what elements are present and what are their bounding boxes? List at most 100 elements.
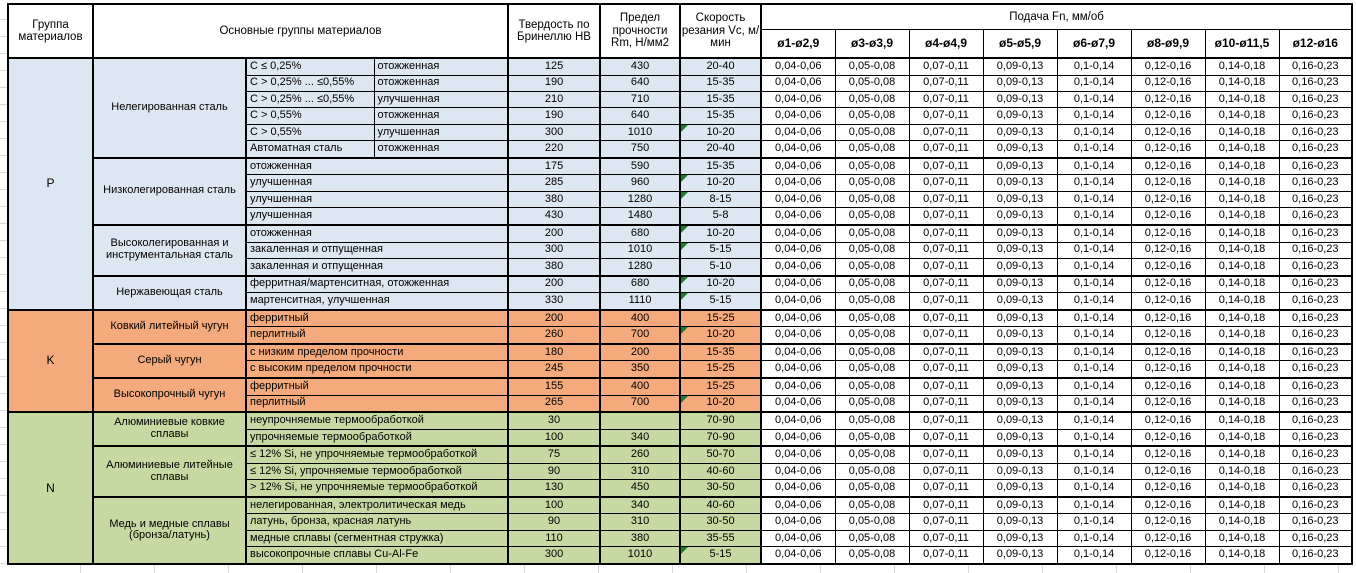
cell-feed[interactable]: 0,12-0,16 bbox=[1130, 546, 1206, 565]
cell-feed[interactable]: 0,04-0,06 bbox=[760, 257, 836, 277]
cell-hardness[interactable]: 200 bbox=[507, 308, 601, 328]
cell-feed[interactable]: 0,04-0,06 bbox=[760, 411, 836, 430]
cell-feed[interactable]: 0,04-0,06 bbox=[760, 462, 836, 481]
cell-material-group[interactable]: Ковкий литейный чугун bbox=[92, 308, 247, 345]
cell-feed[interactable]: 0,05-0,08 bbox=[834, 123, 910, 142]
cell-material-desc[interactable]: перлитный bbox=[244, 394, 509, 413]
cell-speed[interactable]: 70-90 bbox=[679, 428, 762, 447]
cell-material-desc[interactable]: нелегированная, электролитическая медь bbox=[244, 495, 509, 515]
cell-speed[interactable]: 15-35 bbox=[679, 156, 762, 176]
cell-feed[interactable]: 0,05-0,08 bbox=[834, 479, 910, 498]
cell-feed[interactable]: 0,09-0,13 bbox=[982, 107, 1058, 125]
cell-feed[interactable]: 0,16-0,23 bbox=[1278, 479, 1353, 498]
cell-feed[interactable]: 0,04-0,06 bbox=[760, 479, 836, 498]
cell-feed[interactable]: 0,14-0,18 bbox=[1204, 140, 1280, 159]
cell-feed[interactable]: 0,1-0,14 bbox=[1056, 326, 1132, 345]
cell-feed[interactable]: 0,07-0,11 bbox=[908, 428, 984, 447]
cell-feed[interactable]: 0,14-0,18 bbox=[1204, 513, 1280, 531]
cell-feed[interactable]: 0,04-0,06 bbox=[760, 91, 836, 109]
cell-feed[interactable]: 0,04-0,06 bbox=[760, 207, 836, 226]
cell-strength[interactable]: 310 bbox=[599, 513, 681, 531]
cell-material-spec[interactable]: Автоматная сталь bbox=[245, 140, 375, 159]
cell-feed[interactable]: 0,05-0,08 bbox=[834, 495, 910, 515]
cell-hardness[interactable]: 380 bbox=[507, 257, 601, 277]
cell-material-desc[interactable]: упрочняемые термообработкой bbox=[244, 428, 509, 447]
header-feed-title[interactable]: Подача Fn, мм/об bbox=[760, 3, 1353, 30]
cell-feed[interactable]: 0,07-0,11 bbox=[908, 140, 984, 159]
cell-material-desc[interactable]: мартенситная, улучшенная bbox=[244, 292, 509, 311]
cell-hardness[interactable]: 110 bbox=[507, 529, 601, 548]
cell-feed[interactable]: 0,16-0,23 bbox=[1278, 342, 1353, 362]
cell-feed[interactable]: 0,12-0,16 bbox=[1130, 411, 1206, 430]
cell-speed[interactable]: 15-25 bbox=[679, 308, 762, 328]
cell-feed[interactable]: 0,14-0,18 bbox=[1204, 274, 1280, 294]
cell-feed[interactable]: 0,05-0,08 bbox=[834, 56, 910, 76]
cell-hardness[interactable]: 300 bbox=[507, 241, 601, 259]
cell-feed[interactable]: 0,1-0,14 bbox=[1056, 394, 1132, 413]
cell-feed[interactable]: 0,16-0,23 bbox=[1278, 241, 1353, 259]
cell-feed[interactable]: 0,14-0,18 bbox=[1204, 56, 1280, 76]
cell-feed[interactable]: 0,12-0,16 bbox=[1130, 495, 1206, 515]
cell-speed[interactable]: 15-35 bbox=[679, 74, 762, 93]
cell-speed[interactable]: 10-20 bbox=[679, 394, 762, 413]
cell-feed[interactable]: 0,04-0,06 bbox=[760, 107, 836, 125]
cell-feed[interactable]: 0,14-0,18 bbox=[1204, 445, 1280, 464]
cell-feed[interactable]: 0,05-0,08 bbox=[834, 445, 910, 464]
cell-feed[interactable]: 0,16-0,23 bbox=[1278, 546, 1353, 565]
cell-feed[interactable]: 0,16-0,23 bbox=[1278, 326, 1353, 345]
cell-strength[interactable]: 1010 bbox=[599, 241, 681, 259]
cell-material-state[interactable]: отожженная bbox=[373, 107, 509, 125]
cell-feed[interactable]: 0,1-0,14 bbox=[1056, 223, 1132, 243]
cell-feed[interactable]: 0,14-0,18 bbox=[1204, 546, 1280, 565]
cell-feed[interactable]: 0,04-0,06 bbox=[760, 56, 836, 76]
cell-feed[interactable]: 0,04-0,06 bbox=[760, 156, 836, 176]
cell-feed[interactable]: 0,09-0,13 bbox=[982, 360, 1058, 379]
cell-speed[interactable]: 5-15 bbox=[679, 292, 762, 311]
cell-material-desc[interactable]: улучшенная bbox=[244, 174, 509, 192]
cell-feed[interactable]: 0,07-0,11 bbox=[908, 123, 984, 142]
cell-feed[interactable]: 0,1-0,14 bbox=[1056, 529, 1132, 548]
cell-strength[interactable]: 260 bbox=[599, 445, 681, 464]
cell-feed[interactable]: 0,1-0,14 bbox=[1056, 140, 1132, 159]
header-hardness[interactable]: Твердость по Бринеллю НВ bbox=[507, 3, 601, 59]
cell-feed[interactable]: 0,05-0,08 bbox=[834, 274, 910, 294]
cell-hardness[interactable]: 300 bbox=[507, 546, 601, 565]
cell-feed[interactable]: 0,05-0,08 bbox=[834, 207, 910, 226]
cell-feed[interactable]: 0,16-0,23 bbox=[1278, 411, 1353, 430]
cell-feed[interactable]: 0,12-0,16 bbox=[1130, 123, 1206, 142]
cell-material-desc[interactable]: > 12% Si, не упрочняемые термообработкой bbox=[244, 479, 509, 498]
cell-strength[interactable]: 310 bbox=[599, 462, 681, 481]
cell-feed[interactable]: 0,1-0,14 bbox=[1056, 241, 1132, 259]
cell-feed[interactable]: 0,04-0,06 bbox=[760, 513, 836, 531]
cell-feed[interactable]: 0,14-0,18 bbox=[1204, 529, 1280, 548]
cell-feed[interactable]: 0,07-0,11 bbox=[908, 274, 984, 294]
cell-material-desc[interactable]: ферритный bbox=[244, 308, 509, 328]
cell-feed[interactable]: 0,12-0,16 bbox=[1130, 479, 1206, 498]
cell-feed[interactable]: 0,14-0,18 bbox=[1204, 394, 1280, 413]
cell-strength[interactable]: 1110 bbox=[599, 292, 681, 311]
cell-speed[interactable]: 70-90 bbox=[679, 411, 762, 430]
cell-feed[interactable]: 0,09-0,13 bbox=[982, 546, 1058, 565]
cell-speed[interactable]: 5-15 bbox=[679, 546, 762, 565]
cell-feed[interactable]: 0,09-0,13 bbox=[982, 479, 1058, 498]
cell-feed[interactable]: 0,07-0,11 bbox=[908, 529, 984, 548]
cell-feed[interactable]: 0,05-0,08 bbox=[834, 326, 910, 345]
cell-hardness[interactable]: 200 bbox=[507, 223, 601, 243]
cell-strength[interactable]: 400 bbox=[599, 308, 681, 328]
cell-feed[interactable]: 0,04-0,06 bbox=[760, 190, 836, 209]
cell-speed[interactable]: 40-60 bbox=[679, 495, 762, 515]
cell-feed[interactable]: 0,07-0,11 bbox=[908, 495, 984, 515]
cell-feed[interactable]: 0,16-0,23 bbox=[1278, 376, 1353, 396]
cell-feed[interactable]: 0,09-0,13 bbox=[982, 140, 1058, 159]
cell-feed[interactable]: 0,14-0,18 bbox=[1204, 91, 1280, 109]
cell-feed[interactable]: 0,14-0,18 bbox=[1204, 360, 1280, 379]
cell-feed[interactable]: 0,14-0,18 bbox=[1204, 223, 1280, 243]
cell-feed[interactable]: 0,14-0,18 bbox=[1204, 107, 1280, 125]
cell-feed[interactable]: 0,12-0,16 bbox=[1130, 74, 1206, 93]
cell-feed[interactable]: 0,14-0,18 bbox=[1204, 428, 1280, 447]
cell-strength[interactable]: 430 bbox=[599, 56, 681, 76]
cell-feed[interactable]: 0,12-0,16 bbox=[1130, 462, 1206, 481]
cell-feed[interactable]: 0,14-0,18 bbox=[1204, 207, 1280, 226]
cell-feed[interactable]: 0,12-0,16 bbox=[1130, 174, 1206, 192]
cell-feed[interactable]: 0,05-0,08 bbox=[834, 546, 910, 565]
